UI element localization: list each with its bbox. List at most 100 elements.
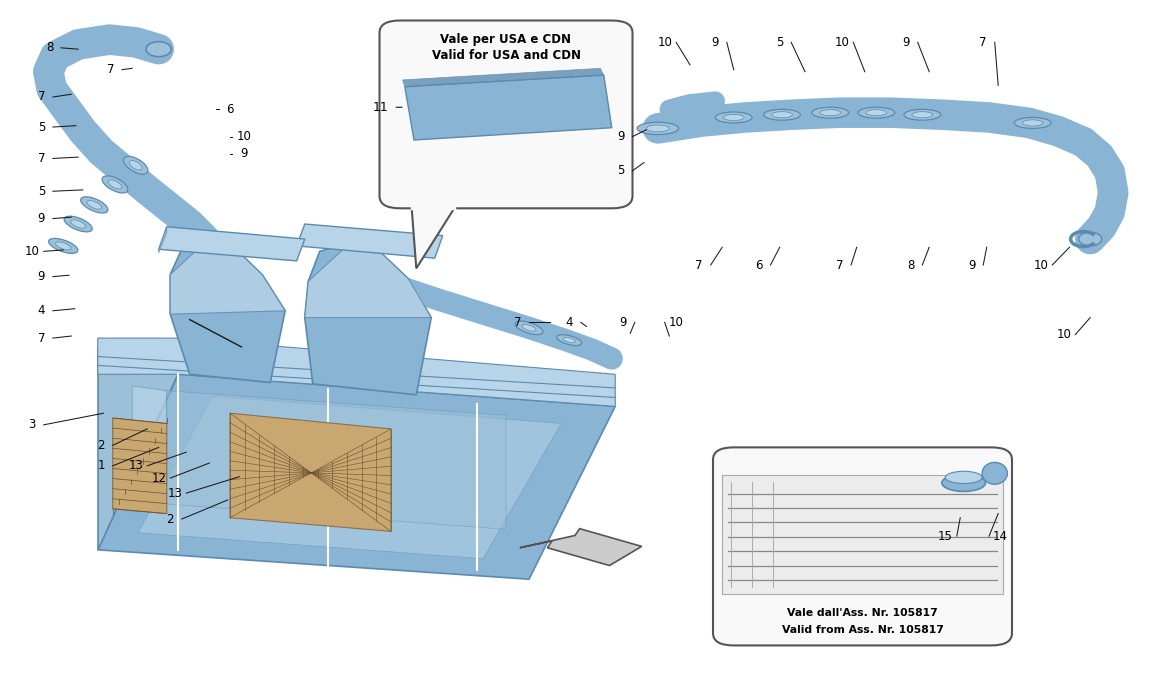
Ellipse shape bbox=[942, 474, 986, 492]
Text: 10: 10 bbox=[25, 245, 39, 258]
Text: 9: 9 bbox=[903, 36, 910, 49]
Polygon shape bbox=[305, 242, 431, 395]
Text: 7: 7 bbox=[696, 258, 703, 272]
Text: 9: 9 bbox=[968, 258, 975, 272]
Ellipse shape bbox=[715, 112, 752, 123]
Polygon shape bbox=[405, 75, 612, 140]
Polygon shape bbox=[98, 374, 615, 579]
Ellipse shape bbox=[123, 156, 148, 174]
Ellipse shape bbox=[820, 110, 841, 115]
Ellipse shape bbox=[64, 217, 92, 232]
Ellipse shape bbox=[70, 220, 86, 228]
Ellipse shape bbox=[772, 112, 792, 117]
Text: 13: 13 bbox=[129, 459, 143, 473]
Polygon shape bbox=[402, 68, 604, 87]
Ellipse shape bbox=[191, 234, 212, 245]
Text: 13: 13 bbox=[168, 486, 182, 500]
Ellipse shape bbox=[522, 324, 536, 331]
Text: 7: 7 bbox=[836, 258, 843, 272]
Polygon shape bbox=[159, 227, 305, 261]
Polygon shape bbox=[132, 386, 167, 512]
Ellipse shape bbox=[81, 197, 108, 213]
Text: 7: 7 bbox=[38, 90, 45, 104]
Text: Vale per USA e CDN: Vale per USA e CDN bbox=[440, 33, 572, 46]
Text: 9: 9 bbox=[38, 270, 45, 283]
Text: 5: 5 bbox=[776, 36, 783, 49]
Polygon shape bbox=[98, 348, 178, 550]
Text: 10: 10 bbox=[658, 36, 672, 49]
Ellipse shape bbox=[1079, 232, 1102, 246]
Text: 6: 6 bbox=[227, 102, 233, 116]
Text: 5: 5 bbox=[38, 184, 45, 198]
Text: 3: 3 bbox=[29, 418, 36, 432]
Polygon shape bbox=[159, 227, 167, 253]
Text: 5: 5 bbox=[38, 120, 45, 134]
Text: 6: 6 bbox=[756, 258, 762, 272]
Polygon shape bbox=[113, 418, 167, 514]
Text: 14: 14 bbox=[992, 529, 1009, 543]
Text: 8: 8 bbox=[46, 41, 53, 55]
Ellipse shape bbox=[723, 114, 744, 120]
Text: 8: 8 bbox=[907, 258, 914, 272]
Polygon shape bbox=[230, 413, 391, 531]
Polygon shape bbox=[138, 396, 561, 559]
Text: 9: 9 bbox=[620, 316, 627, 329]
Ellipse shape bbox=[982, 462, 1007, 484]
Text: 11: 11 bbox=[373, 100, 389, 114]
Ellipse shape bbox=[646, 125, 669, 132]
Ellipse shape bbox=[557, 335, 582, 346]
Text: 9: 9 bbox=[712, 36, 719, 49]
Ellipse shape bbox=[564, 337, 575, 343]
Ellipse shape bbox=[858, 107, 895, 118]
FancyBboxPatch shape bbox=[713, 447, 1012, 645]
Ellipse shape bbox=[945, 471, 982, 484]
Polygon shape bbox=[412, 208, 454, 268]
Text: 4: 4 bbox=[38, 304, 45, 318]
Polygon shape bbox=[167, 391, 506, 529]
Ellipse shape bbox=[912, 112, 933, 117]
Ellipse shape bbox=[1022, 120, 1043, 126]
Polygon shape bbox=[520, 529, 642, 566]
FancyBboxPatch shape bbox=[380, 20, 632, 208]
Text: 10: 10 bbox=[1057, 328, 1071, 342]
Ellipse shape bbox=[812, 107, 849, 118]
Ellipse shape bbox=[87, 201, 101, 209]
Text: 10: 10 bbox=[669, 316, 683, 329]
Polygon shape bbox=[98, 338, 615, 406]
Text: 7: 7 bbox=[38, 152, 45, 165]
Ellipse shape bbox=[637, 122, 678, 135]
Ellipse shape bbox=[515, 321, 543, 335]
Ellipse shape bbox=[1014, 117, 1051, 128]
Text: 7: 7 bbox=[980, 36, 987, 49]
Text: 5: 5 bbox=[618, 164, 624, 178]
Text: 12: 12 bbox=[151, 471, 167, 485]
FancyBboxPatch shape bbox=[722, 475, 1003, 594]
Text: 10: 10 bbox=[237, 130, 251, 143]
Text: 10: 10 bbox=[1034, 258, 1048, 272]
Polygon shape bbox=[305, 242, 431, 318]
Ellipse shape bbox=[102, 176, 128, 193]
Text: Vale dall'Ass. Nr. 105817: Vale dall'Ass. Nr. 105817 bbox=[787, 608, 938, 617]
Text: 4: 4 bbox=[566, 316, 573, 329]
Ellipse shape bbox=[55, 242, 71, 250]
Text: 10: 10 bbox=[835, 36, 849, 49]
Text: 1: 1 bbox=[98, 459, 105, 473]
Ellipse shape bbox=[108, 180, 122, 189]
Text: 7: 7 bbox=[514, 316, 521, 329]
Text: 9: 9 bbox=[618, 130, 624, 143]
Text: Valid from Ass. Nr. 105817: Valid from Ass. Nr. 105817 bbox=[782, 626, 943, 635]
Ellipse shape bbox=[146, 42, 171, 57]
Polygon shape bbox=[170, 240, 285, 382]
Text: 7: 7 bbox=[38, 331, 45, 345]
Ellipse shape bbox=[129, 161, 143, 170]
Text: 9: 9 bbox=[38, 212, 45, 225]
Ellipse shape bbox=[48, 238, 78, 253]
Text: 15: 15 bbox=[938, 529, 952, 543]
Ellipse shape bbox=[764, 109, 800, 120]
Text: Valid for USA and CDN: Valid for USA and CDN bbox=[431, 49, 581, 62]
Text: 2: 2 bbox=[167, 512, 174, 526]
Ellipse shape bbox=[904, 109, 941, 120]
Polygon shape bbox=[297, 224, 443, 258]
Ellipse shape bbox=[866, 110, 887, 115]
Text: 9: 9 bbox=[240, 147, 247, 161]
